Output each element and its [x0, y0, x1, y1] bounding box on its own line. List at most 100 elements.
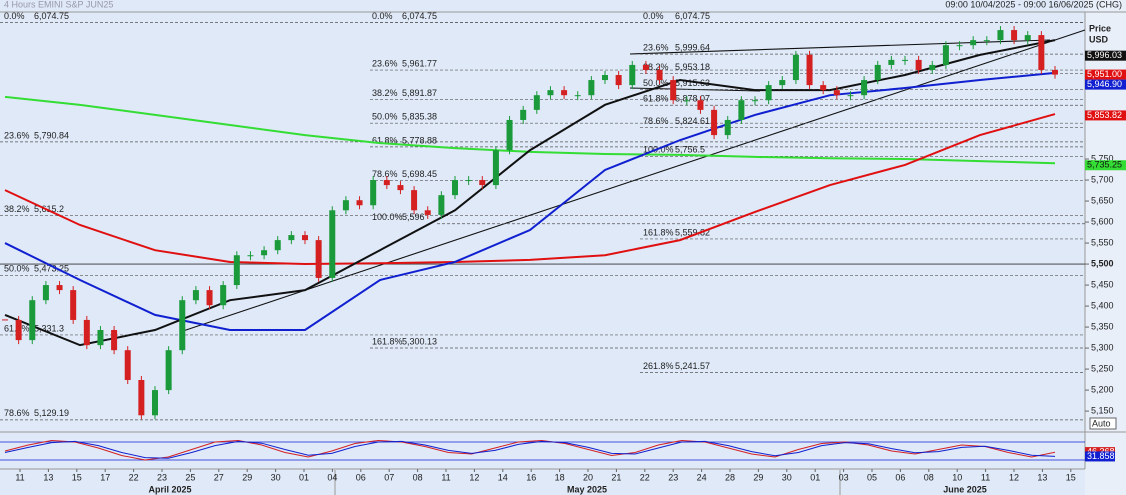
- candle: [547, 90, 554, 96]
- fib-price: 5,824.61: [675, 116, 710, 126]
- trendline: [629, 39, 1051, 55]
- fib-level: 0.0%: [643, 11, 664, 21]
- candle: [233, 255, 240, 286]
- candle: [29, 300, 36, 341]
- candle: [15, 319, 22, 341]
- candle: [342, 200, 349, 211]
- candle: [424, 210, 431, 215]
- fib-level: 61.8%: [643, 94, 669, 104]
- candle: [915, 59, 922, 70]
- price-tag-label: 5,735.25: [1087, 160, 1122, 170]
- fib-price: 6,074.75: [402, 11, 437, 21]
- y-unit: USD: [1089, 34, 1109, 44]
- candle: [247, 255, 254, 257]
- auto-button-label[interactable]: Auto: [1092, 418, 1111, 428]
- fib-price: 5,596: [402, 212, 425, 222]
- fib-price: 5,790.84: [34, 130, 69, 140]
- x-tick-label: 18: [555, 472, 565, 482]
- candle: [724, 119, 731, 136]
- candle: [261, 250, 268, 256]
- x-tick-label: 30: [271, 472, 281, 482]
- candle: [452, 180, 458, 196]
- candle: [574, 95, 581, 97]
- date-range: 09:00 10/04/2025 - 09:00 16/06/2025 (CHG…: [945, 0, 1122, 9]
- candle: [1011, 30, 1018, 41]
- candle: [670, 80, 677, 101]
- fib-level: 0.0%: [4, 11, 25, 21]
- candle: [820, 85, 827, 91]
- y-tick-label: 5,450: [1091, 279, 1114, 289]
- candle: [438, 195, 445, 215]
- fib-level: 50.0%: [643, 78, 669, 88]
- candle: [956, 45, 963, 47]
- fib-level: 23.6%: [372, 58, 398, 68]
- fib-level: 23.6%: [4, 130, 30, 140]
- candle: [874, 64, 881, 81]
- candle: [970, 40, 977, 46]
- stoch-line: [4, 439, 1056, 461]
- fib-price: 5,756.5: [675, 145, 705, 155]
- month-label: May 2025: [567, 484, 607, 494]
- fib-level: 78.6%: [643, 116, 669, 126]
- price-tag-label: 5,951.00: [1087, 69, 1122, 79]
- x-tick-label: 03: [839, 472, 849, 482]
- candle: [1038, 35, 1045, 70]
- stoch-tag-label: 31.858: [1087, 451, 1115, 461]
- candle: [752, 100, 758, 102]
- y-tick-label: 5,600: [1091, 216, 1114, 226]
- fib-level: 78.6%: [372, 169, 398, 179]
- y-tick-label: 5,750: [1091, 153, 1114, 163]
- x-tick-label: 06: [895, 472, 905, 482]
- fib-level: 161.8%: [372, 336, 403, 346]
- x-tick-label: 23: [157, 472, 167, 482]
- month-label: June 2025: [943, 484, 987, 494]
- price-tag: [1085, 50, 1126, 61]
- x-tick-label: 24: [697, 472, 707, 482]
- candle: [656, 69, 663, 81]
- fib-price: 5,559.82: [675, 227, 710, 237]
- x-tick-label: 27: [214, 472, 224, 482]
- candle: [42, 285, 49, 301]
- candle: [533, 95, 540, 110]
- candle: [370, 180, 377, 206]
- candle: [397, 185, 404, 191]
- x-tick-label: 15: [1066, 472, 1076, 482]
- price-tag: [1085, 79, 1126, 90]
- auto-button[interactable]: [1089, 417, 1117, 430]
- candle: [70, 290, 77, 320]
- candle: [356, 200, 363, 206]
- x-tick-label: 22: [640, 472, 650, 482]
- fib-price: 5,961.77: [402, 58, 437, 68]
- fib-level: 38.2%: [372, 88, 398, 98]
- fib-price: 5,835.38: [402, 112, 437, 122]
- candle: [479, 180, 486, 186]
- x-tick-label: 11: [981, 472, 990, 482]
- candle: [833, 90, 840, 96]
- x-tick-label: 21: [611, 472, 621, 482]
- candle: [411, 190, 418, 211]
- price-tag-label: 5,853.82: [1087, 110, 1122, 120]
- fib-level: 23.6%: [643, 43, 669, 53]
- candle: [206, 290, 213, 306]
- chart-title: 4 Hours EMINI S&P JUN25: [4, 0, 113, 9]
- candle: [1052, 69, 1058, 75]
- x-tick-label: 13: [1037, 472, 1047, 482]
- candle: [615, 75, 622, 86]
- candle: [779, 80, 786, 86]
- x-tick-label: 04: [327, 472, 337, 482]
- fib-level: 50.0%: [372, 112, 398, 122]
- price-tag-label: 5,996.03: [1087, 50, 1122, 60]
- fib-price: 5,300.13: [402, 336, 437, 346]
- x-tick-label: 08: [924, 472, 934, 482]
- y-tick-label: 5,650: [1091, 195, 1114, 205]
- candle: [138, 380, 145, 416]
- candle: [983, 40, 990, 42]
- candle: [315, 240, 322, 278]
- candle: [561, 90, 568, 96]
- candle: [588, 80, 595, 96]
- candle: [152, 390, 158, 416]
- fib-level: 100.0%: [372, 212, 403, 222]
- candle: [492, 150, 499, 186]
- candle: [711, 109, 718, 136]
